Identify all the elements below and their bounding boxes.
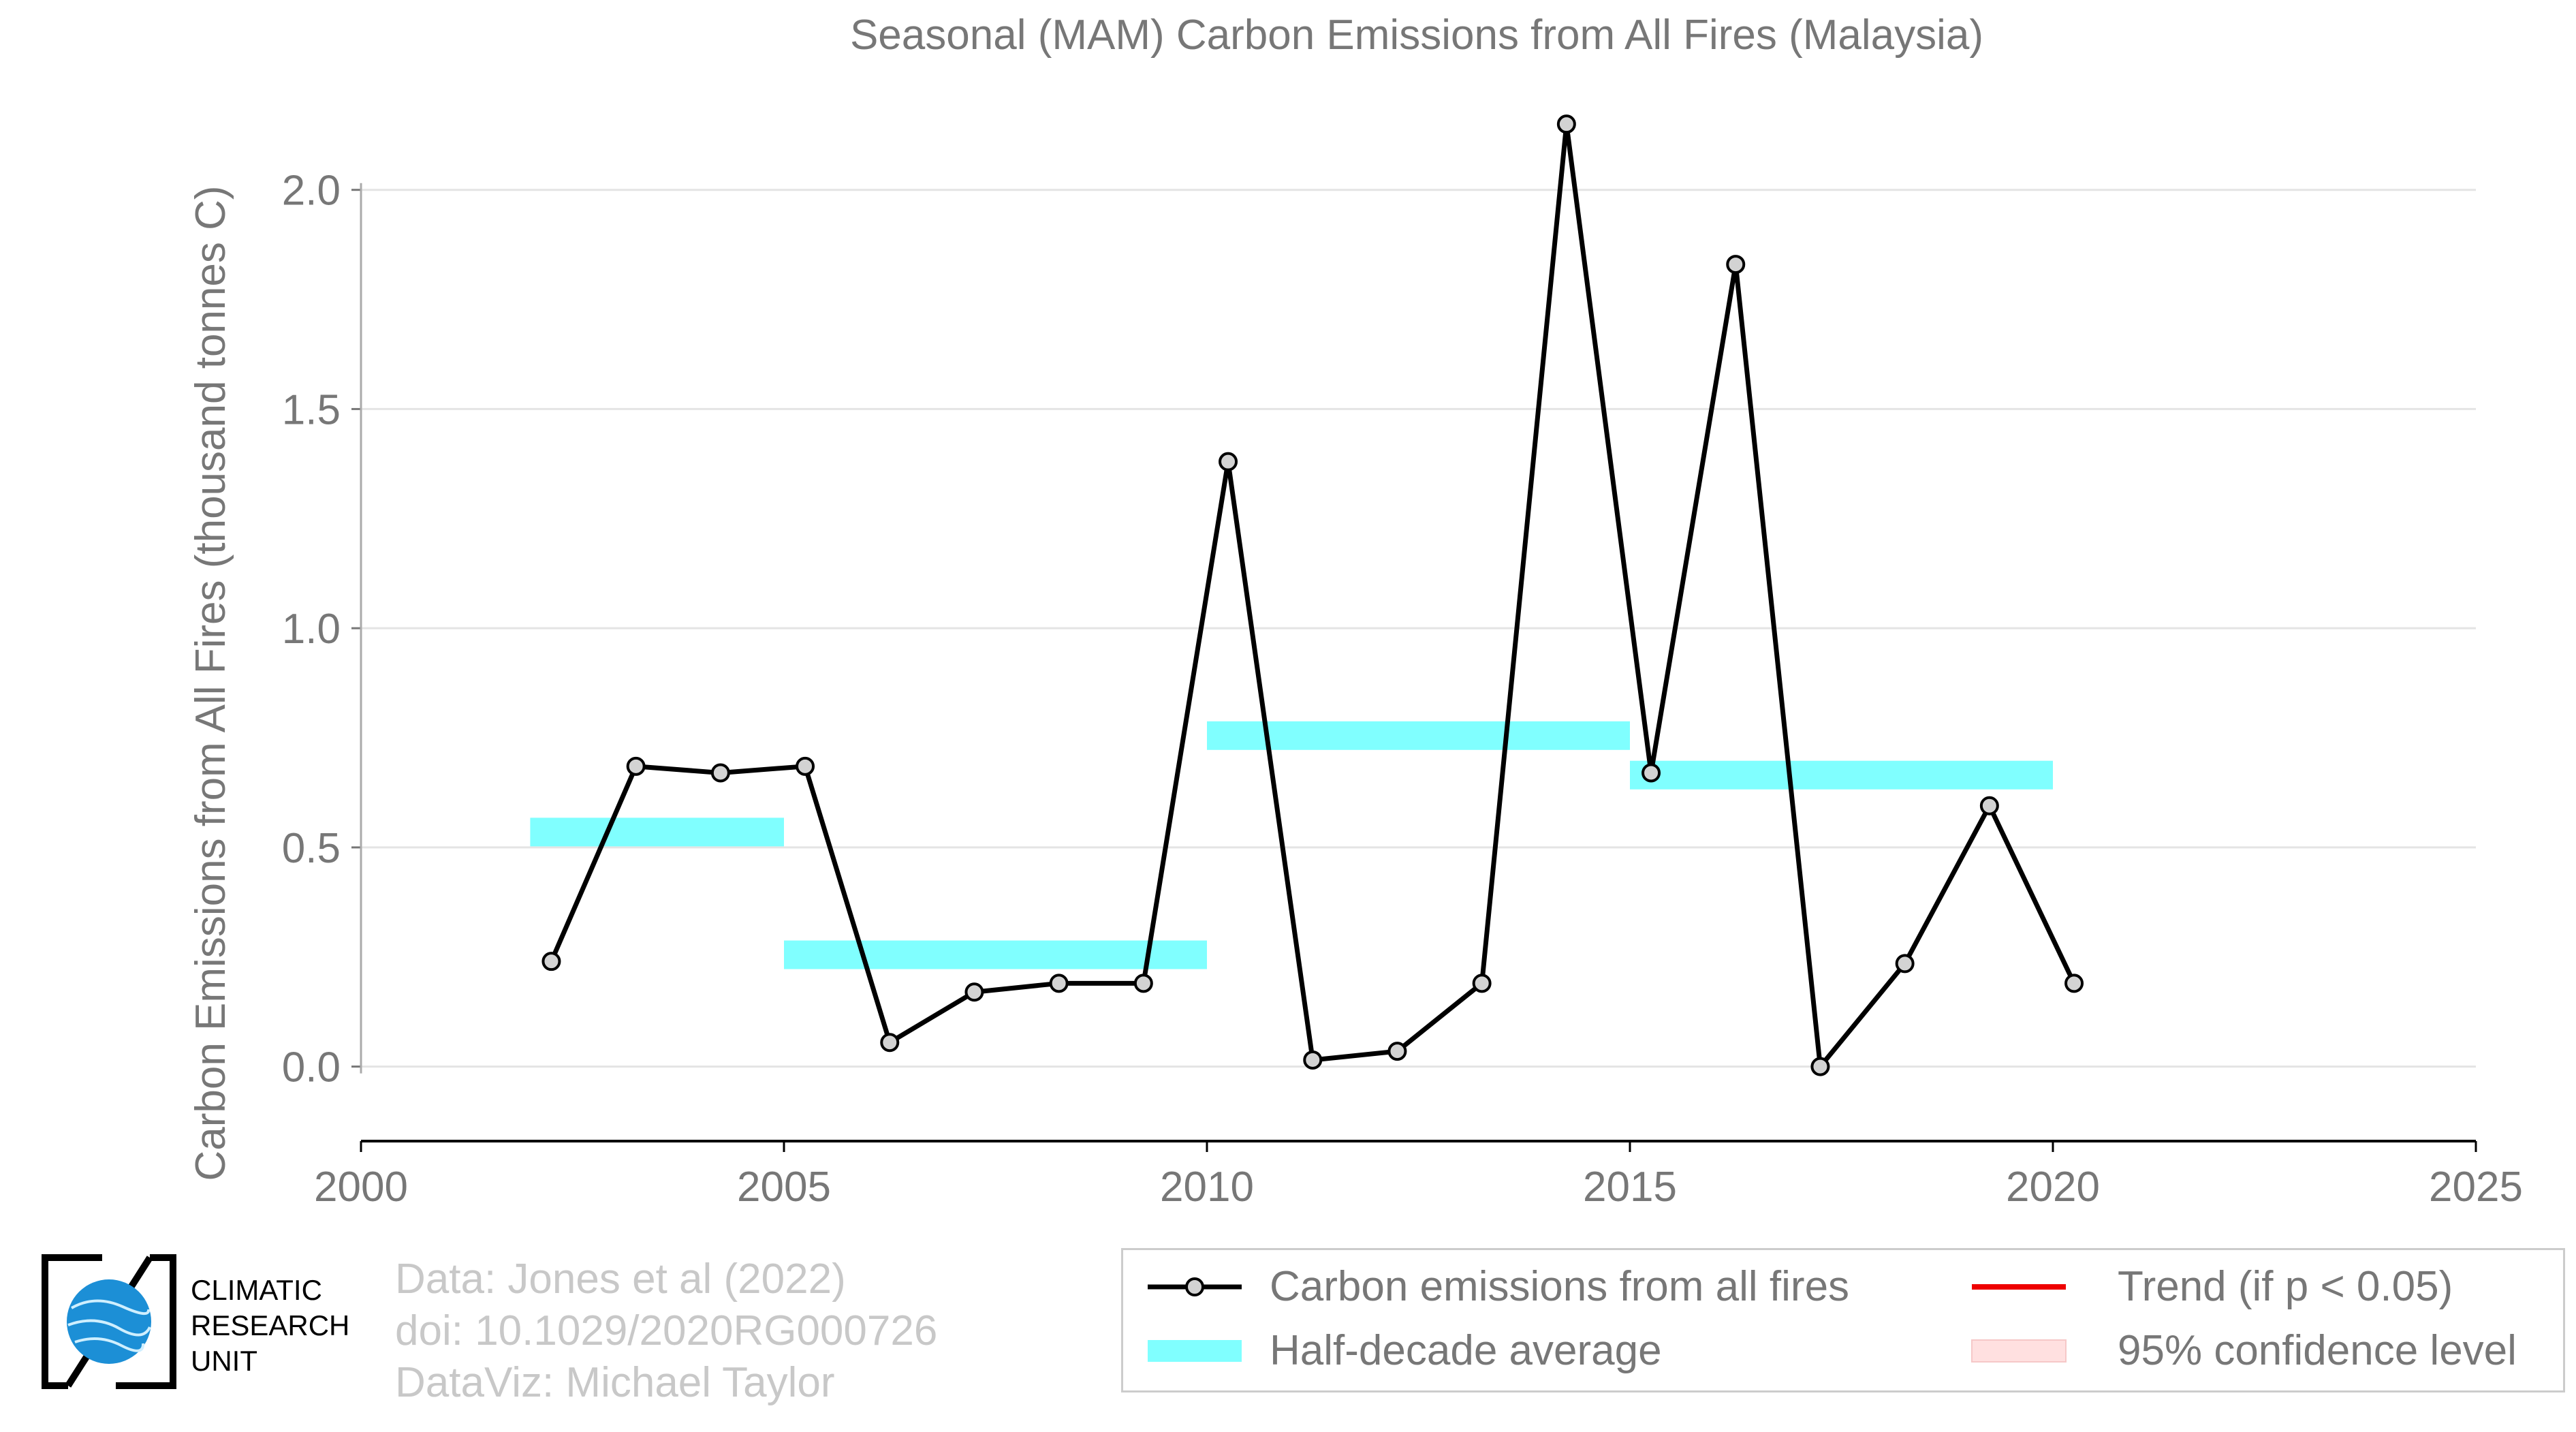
chart-legend: Carbon emissions from all fires Half-dec… [1121,1248,2565,1392]
chart-title: Seasonal (MAM) Carbon Emissions from All… [850,12,1983,59]
grid-lines [361,189,2476,1068]
x-tick-label: 2005 [737,1164,831,1211]
data-point [626,756,646,776]
y-axis-label: Carbon Emissions from All Fires (thousan… [187,185,234,1181]
data-point [1133,974,1153,993]
x-tick-label: 2010 [1160,1164,1254,1211]
legend-line-marker-symbol [1148,1277,1242,1296]
y-axis: 0.0 0.5 1.0 1.5 2.0 [282,168,362,1091]
x-tick-label: 2015 [1583,1164,1677,1211]
half-decade-bar [530,818,784,847]
data-point [1219,452,1238,471]
legend-trend-symbol [1972,1284,2066,1290]
cru-logo [42,1254,176,1389]
data-point [880,1033,900,1053]
logo-line-3: UNIT [191,1345,257,1377]
half-decade-bar [1630,760,2053,790]
data-point [796,756,815,776]
credit-data-source: Data: Jones et al (2022) [395,1256,846,1303]
half-decade-bars [530,721,2053,969]
data-point [1472,974,1492,993]
x-tick-label: 2000 [314,1164,408,1211]
legend-label-trend: Trend (if p < 0.05) [2118,1263,2453,1310]
logo-text: CLIMATIC RESEARCH UNIT [191,1273,349,1379]
data-point [2064,974,2084,993]
data-point [1387,1042,1407,1061]
x-axis: 2000 2005 2010 2015 2020 2025 [314,1140,2523,1211]
legend-cyan-bar-symbol [1148,1340,1242,1362]
legend-label-half-decade: Half-decade average [1270,1327,1662,1374]
data-point [1642,763,1661,783]
data-point [964,982,984,1002]
x-tick-label: 2020 [2006,1164,2100,1211]
data-point [541,952,561,971]
legend-label-emissions: Carbon emissions from all fires [1270,1263,1850,1310]
y-tick-label: 2.0 [282,168,341,215]
credit-dataviz: DataViz: Michael Taylor [395,1359,835,1406]
logo-line-2: RESEARCH [191,1309,350,1341]
emissions-series [541,114,2084,1076]
data-point [1049,974,1069,993]
y-tick-label: 0.0 [282,1044,341,1091]
data-point [1556,114,1576,134]
half-decade-bar [1207,721,1630,750]
legend-confidence-symbol [1971,1339,2067,1363]
data-point [1303,1050,1323,1070]
data-point [1895,954,1915,974]
emissions-line [549,121,2077,1070]
logo-line-1: CLIMATIC [191,1274,322,1306]
x-tick-label: 2025 [2429,1164,2523,1211]
y-tick-label: 1.0 [282,606,341,653]
y-tick-label: 0.5 [282,825,341,872]
data-credits: Data: Jones et al (2022) doi: 10.1029/20… [395,1254,937,1409]
data-point [1726,255,1746,275]
credit-doi: doi: 10.1029/2020RG000726 [395,1307,938,1354]
data-point [1979,796,1999,815]
y-tick-label: 1.5 [282,386,341,433]
data-point [1810,1057,1830,1076]
data-point [710,763,730,783]
half-decade-bar [784,940,1207,969]
legend-label-confidence: 95% confidence level [2118,1327,2517,1374]
